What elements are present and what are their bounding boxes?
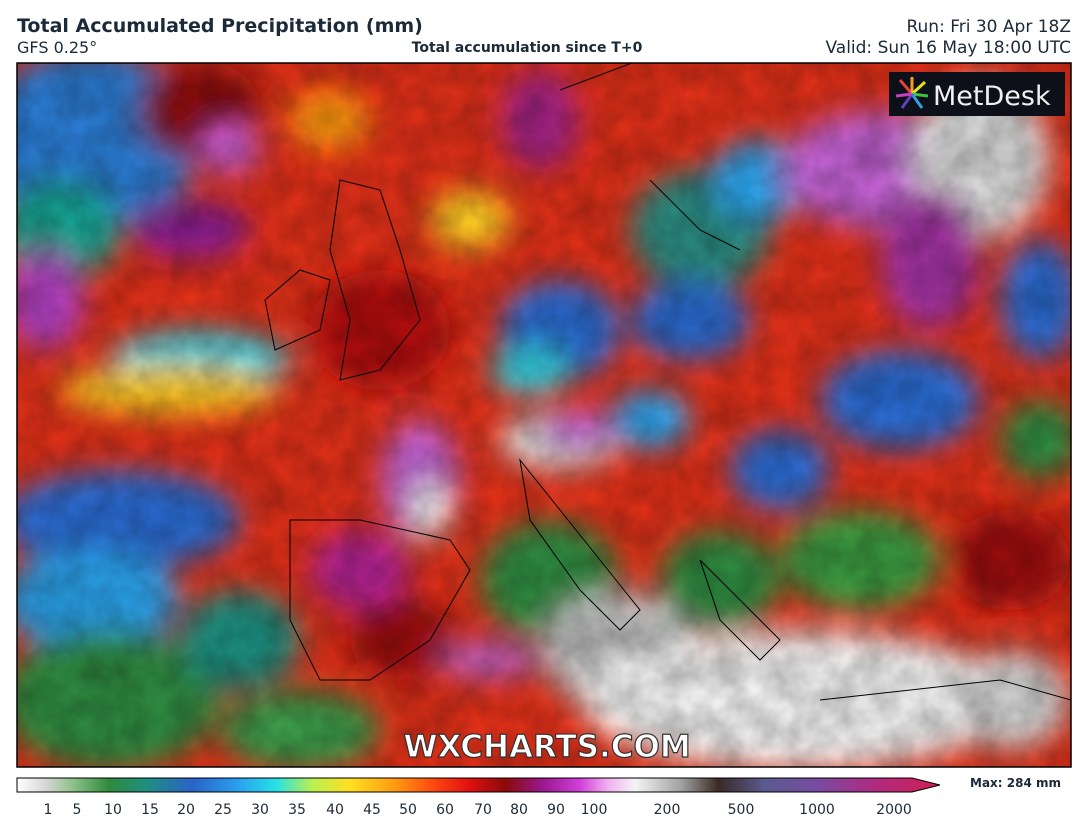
- colorbar-label: 90: [547, 802, 565, 818]
- colorbar-label: 5: [73, 802, 82, 818]
- colorbar-label: 20: [177, 802, 195, 818]
- watermark: WXCHARTS.COM: [403, 729, 690, 765]
- colorbar-label: 15: [141, 802, 159, 818]
- max-label: Max: 284 mm: [970, 776, 1061, 790]
- colorbar-label: 30: [251, 802, 269, 818]
- colorbar-label: 1: [44, 802, 53, 818]
- colorbar-label: 25: [214, 802, 232, 818]
- valid-time: Valid: Sun 16 May 18:00 UTC: [825, 38, 1071, 58]
- colorbar-label: 60: [436, 802, 454, 818]
- colorbar-label: 500: [728, 802, 755, 818]
- logo-text: MetDesk: [933, 81, 1051, 112]
- colorbar-label: 200: [654, 802, 681, 818]
- logo-icon: [895, 77, 929, 109]
- colorbar-label: 80: [510, 802, 528, 818]
- colorbar-label: 40: [326, 802, 344, 818]
- colorbar-label: 1000: [799, 802, 835, 818]
- run-time: Run: Fri 30 Apr 18Z: [906, 17, 1071, 37]
- model: GFS 0.25°: [17, 38, 97, 57]
- coastlines: [264, 63, 1071, 701]
- colorbar-label: 50: [399, 802, 417, 818]
- colorbar-label: 100: [581, 802, 608, 818]
- map-frame: [16, 62, 1072, 768]
- colorbar-label: 70: [474, 802, 492, 818]
- colorbar-labels: 1 5 10 15 20 25 30 35 40 45 50 60 70 80 90 100 200 500 100…: [44, 802, 912, 818]
- subtitle: Total accumulation since T+0: [412, 40, 643, 56]
- colorbar-label: 45: [363, 802, 381, 818]
- colorbar-label: 35: [288, 802, 306, 818]
- colorbar-label: 10: [104, 802, 122, 818]
- precipitation-map: MetDesk WXCHARTS.COM: [17, 63, 1071, 767]
- title: Total Accumulated Precipitation (mm): [17, 15, 423, 37]
- colorbar: [16, 777, 941, 793]
- colorbar-label: 2000: [876, 802, 912, 818]
